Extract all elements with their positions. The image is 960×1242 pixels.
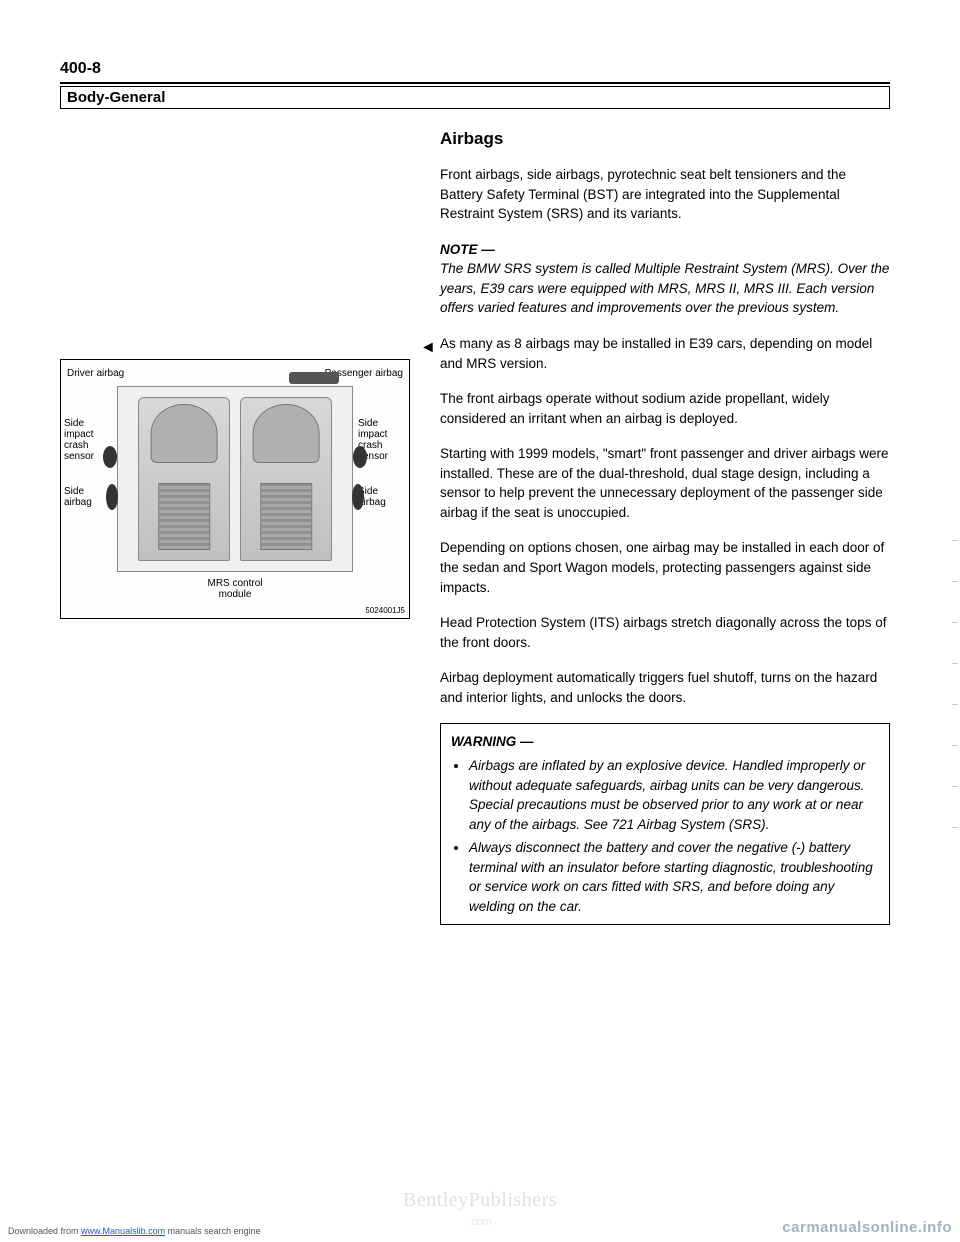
warning-list: Airbags are inflated by an explosive dev… [451,756,879,917]
footer-left: Downloaded from www.Manualslib.com manua… [8,1226,261,1236]
edge-ticks [952,540,958,1182]
diagram-label-mrs: MRS control module [190,578,280,600]
paragraph-5: Head Protection System (ITS) airbags str… [440,613,890,652]
content-row: Driver airbag Passenger airbag Side impa… [60,129,890,925]
footer-left-pre: Downloaded from [8,1226,81,1236]
seat-pair [138,397,332,561]
seat-driver [138,397,230,561]
airbag-shape-left [106,484,118,510]
footer-right-watermark: carmanualsonline.info [782,1219,952,1236]
paragraph-6: Airbag deployment automatically triggers… [440,668,890,707]
footer-left-post: manuals search engine [165,1226,261,1236]
footer-link[interactable]: www.Manualslib.com [81,1226,165,1236]
warning-item-1: Airbags are inflated by an explosive dev… [469,756,879,834]
diagram-label-side-airbag-right: Side airbag [358,486,406,508]
section-title: Body-General [60,86,890,109]
diagram-label-driver: Driver airbag [67,368,124,379]
passenger-airbag-shape [289,372,339,384]
left-column: Driver airbag Passenger airbag Side impa… [60,129,420,925]
airbag-shape-right [352,484,364,510]
right-column: Airbags Front airbags, side airbags, pyr… [420,129,890,925]
watermark-text: BentleyPublishers [403,1189,557,1212]
paragraph-3: Starting with 1999 models, "smart" front… [440,444,890,522]
diagram-label-side-airbag-left: Side airbag [64,486,112,508]
sensor-shape-right [353,446,367,468]
paragraph-2: The front airbags operate without sodium… [440,389,890,428]
diagram-seats-frame [117,386,353,572]
airbag-diagram: Driver airbag Passenger airbag Side impa… [60,359,410,619]
note-label: NOTE — [440,242,495,257]
intro-paragraph: Front airbags, side airbags, pyrotechnic… [440,165,890,224]
diagram-figure-id: 5024001J5 [365,607,405,616]
heading-airbags: Airbags [440,129,890,149]
paragraph-arrow: ◄ As many as 8 airbags may be installed … [440,334,890,373]
sensor-shape-left [103,446,117,468]
watermark-sub: .com [468,1216,492,1228]
note-block: NOTE — The BMW SRS system is called Mult… [440,240,890,318]
warning-item-2: Always disconnect the battery and cover … [469,838,879,916]
warning-title: WARNING — [451,734,534,749]
paragraph-arrow-text: As many as 8 airbags may be installed in… [440,336,872,371]
arrow-icon: ◄ [420,336,436,359]
header-rule [60,82,890,84]
warning-box: WARNING — Airbags are inflated by an exp… [440,723,890,925]
note-body: The BMW SRS system is called Multiple Re… [440,261,889,315]
seat-passenger [240,397,332,561]
paragraph-4: Depending on options chosen, one airbag … [440,538,890,597]
page-number: 400-8 [60,60,890,78]
